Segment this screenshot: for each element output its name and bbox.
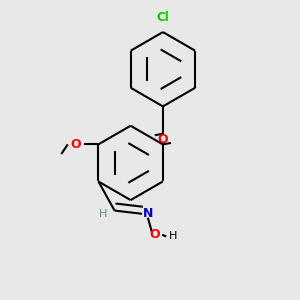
Text: N: N (143, 207, 153, 220)
Text: O: O (158, 133, 168, 146)
Text: O: O (150, 228, 160, 241)
Text: H: H (99, 209, 107, 220)
Text: Cl: Cl (157, 11, 169, 24)
Text: H: H (169, 231, 177, 242)
Text: O: O (70, 138, 81, 151)
